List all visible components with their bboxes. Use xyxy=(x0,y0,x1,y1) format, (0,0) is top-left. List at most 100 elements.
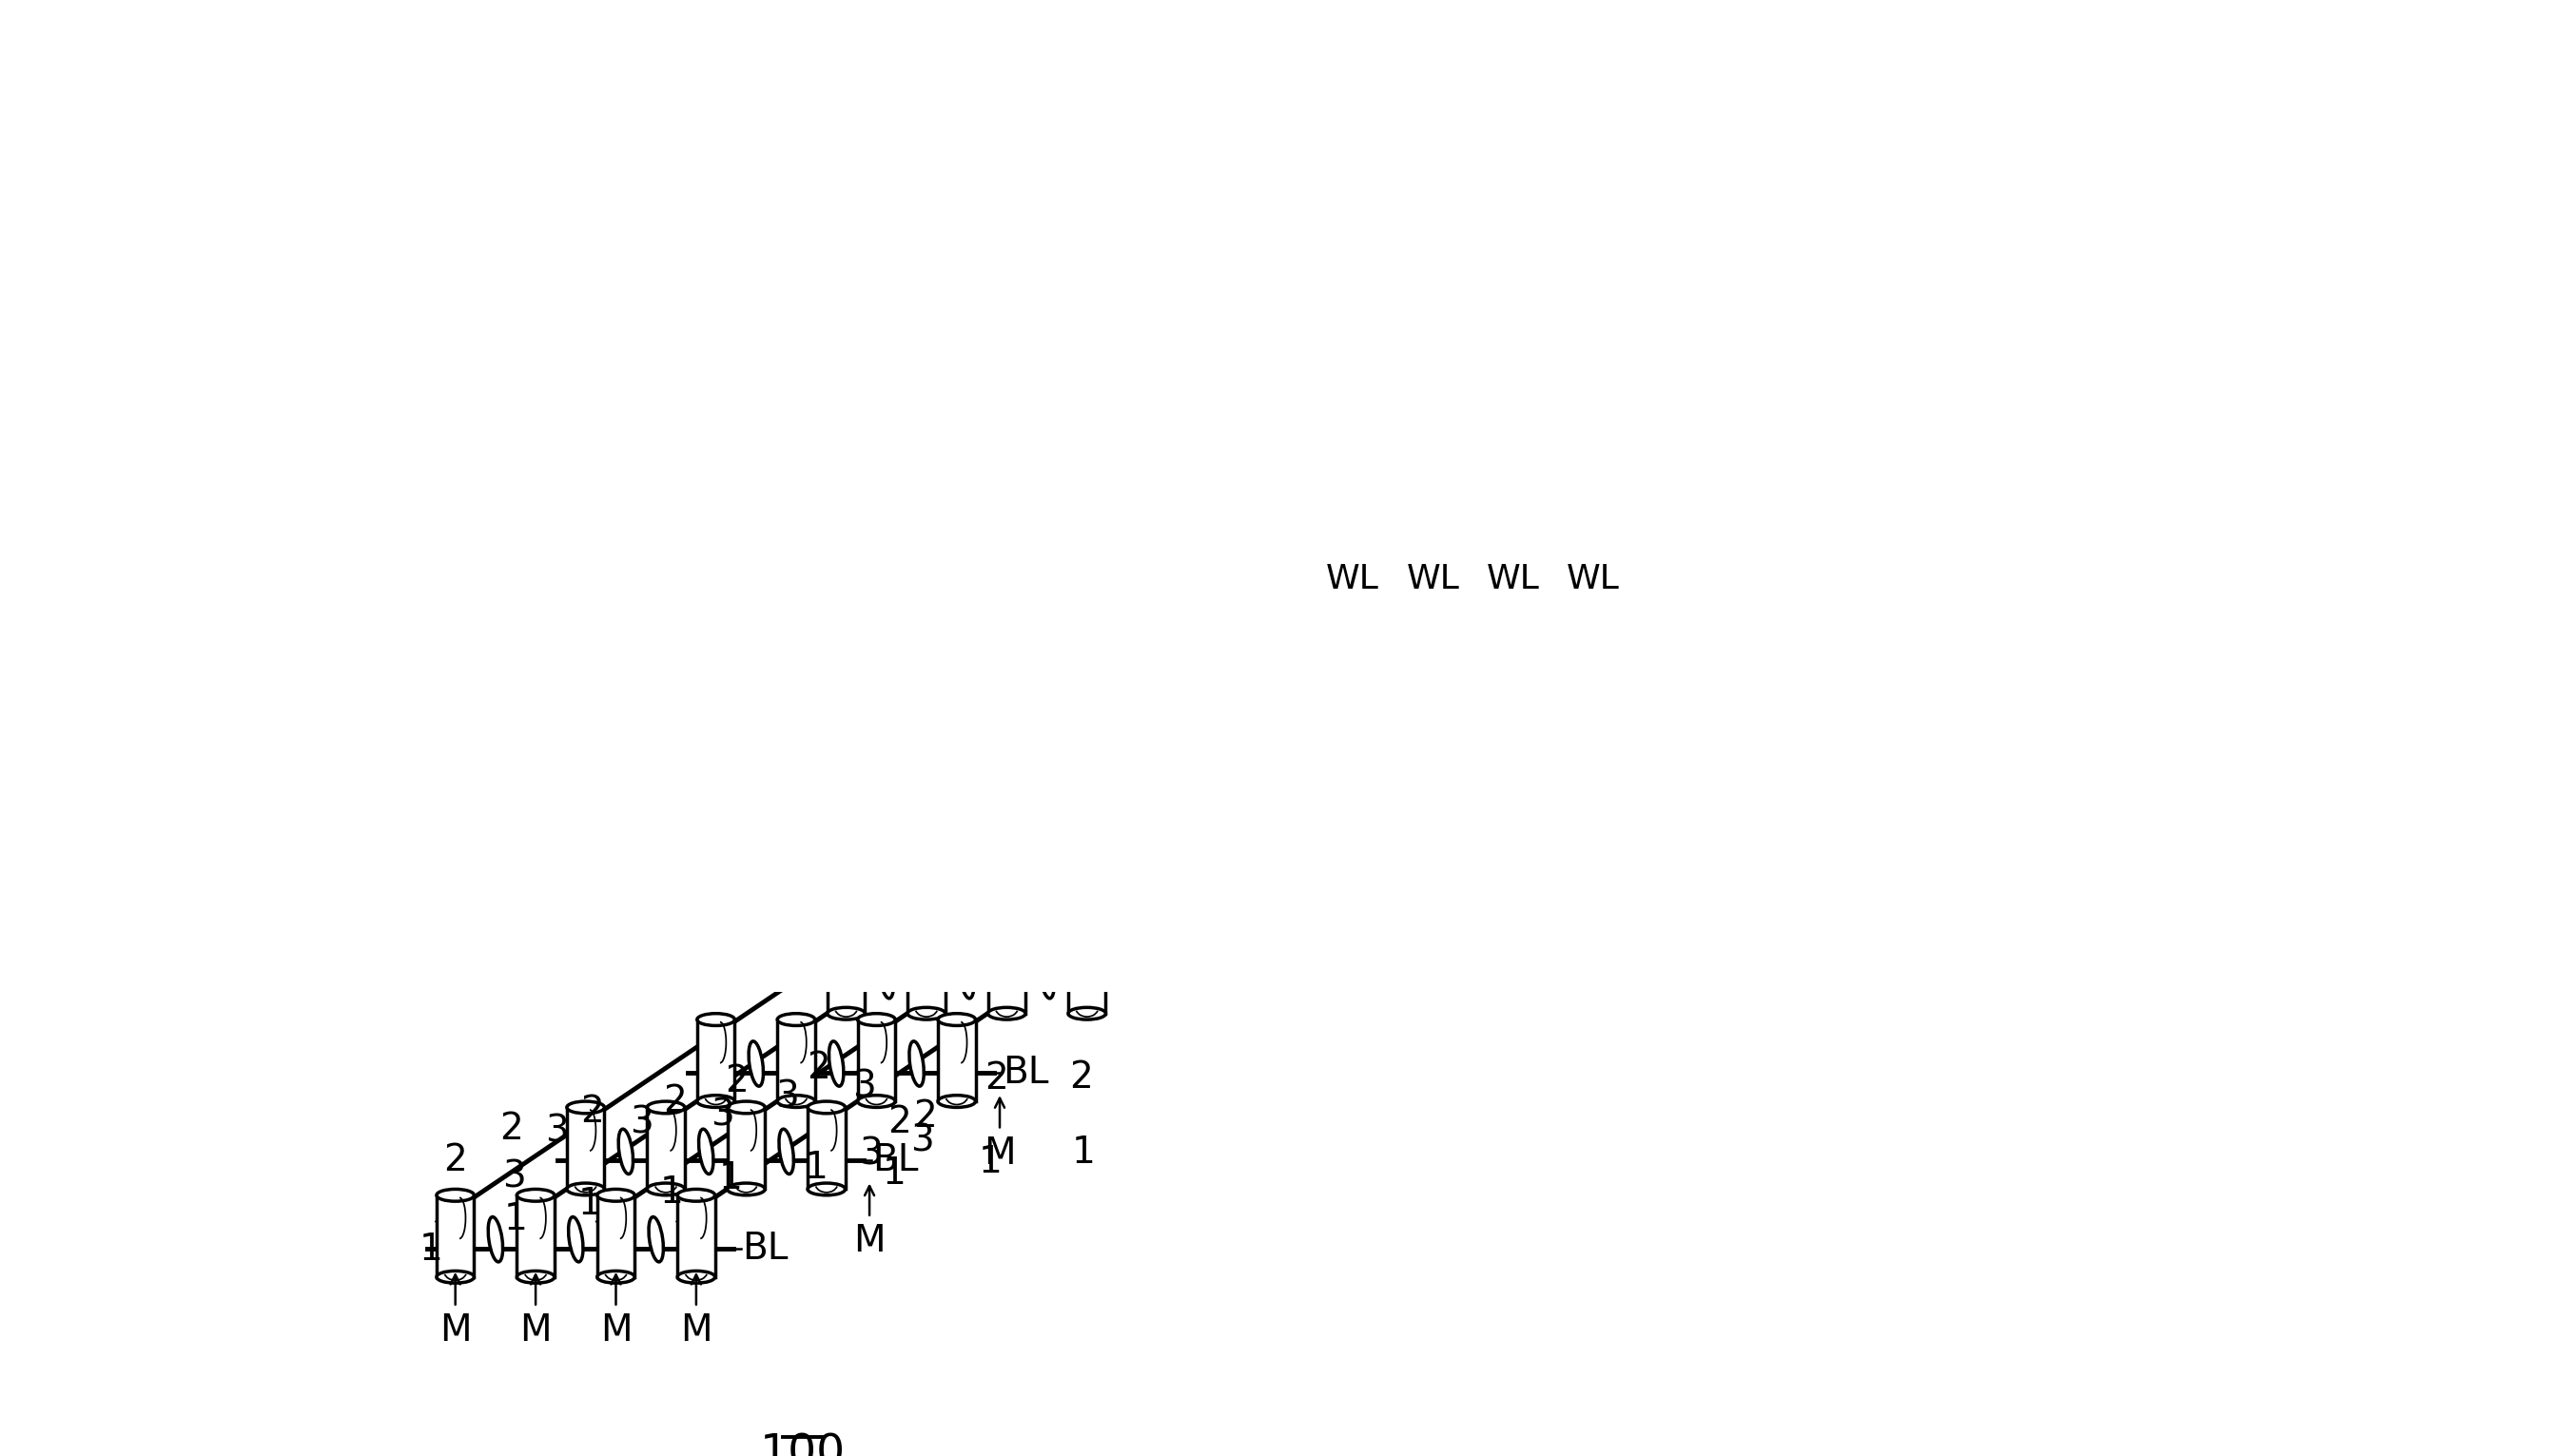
Ellipse shape xyxy=(677,1271,715,1283)
Ellipse shape xyxy=(697,1095,736,1108)
Ellipse shape xyxy=(907,926,945,938)
Ellipse shape xyxy=(646,1101,684,1114)
Ellipse shape xyxy=(827,1008,866,1019)
Text: 2: 2 xyxy=(501,1111,524,1147)
Ellipse shape xyxy=(1039,954,1055,999)
Ellipse shape xyxy=(677,1190,715,1201)
Ellipse shape xyxy=(697,1013,736,1025)
Text: BL: BL xyxy=(743,1230,789,1267)
Polygon shape xyxy=(937,1019,976,1101)
Polygon shape xyxy=(697,1019,736,1101)
Text: 1: 1 xyxy=(978,1144,1001,1179)
Ellipse shape xyxy=(779,1128,794,1174)
Ellipse shape xyxy=(909,1041,925,1086)
Ellipse shape xyxy=(516,1190,554,1201)
Text: 1: 1 xyxy=(884,1156,907,1192)
Ellipse shape xyxy=(728,1101,766,1114)
Text: 100: 100 xyxy=(761,1433,845,1456)
Ellipse shape xyxy=(516,1271,554,1283)
Ellipse shape xyxy=(646,1184,684,1195)
Text: 3: 3 xyxy=(544,1114,570,1150)
Ellipse shape xyxy=(858,1095,896,1108)
Text: 1: 1 xyxy=(720,1160,743,1197)
Text: 3: 3 xyxy=(776,1079,799,1115)
Ellipse shape xyxy=(776,1013,815,1025)
Ellipse shape xyxy=(960,954,973,999)
Polygon shape xyxy=(516,1195,554,1277)
Polygon shape xyxy=(598,1195,636,1277)
Ellipse shape xyxy=(649,1217,664,1262)
Polygon shape xyxy=(567,1108,605,1190)
Ellipse shape xyxy=(830,1041,843,1086)
Text: M: M xyxy=(600,1313,631,1348)
Ellipse shape xyxy=(567,1101,605,1114)
Text: 3: 3 xyxy=(909,1123,935,1159)
Ellipse shape xyxy=(748,1041,764,1086)
Polygon shape xyxy=(807,1108,845,1190)
Text: 3: 3 xyxy=(710,1096,733,1133)
Ellipse shape xyxy=(437,1271,475,1283)
Text: 2: 2 xyxy=(1070,1059,1093,1095)
Text: 1: 1 xyxy=(1073,1134,1096,1171)
Text: WL: WL xyxy=(1326,563,1379,596)
Text: M: M xyxy=(518,1313,552,1348)
Ellipse shape xyxy=(570,1217,582,1262)
Text: M: M xyxy=(679,1313,713,1348)
Text: 3: 3 xyxy=(853,1069,876,1104)
Ellipse shape xyxy=(728,1184,766,1195)
Ellipse shape xyxy=(488,1217,503,1262)
Polygon shape xyxy=(907,932,945,1013)
Polygon shape xyxy=(776,1019,815,1101)
Ellipse shape xyxy=(827,926,866,938)
Ellipse shape xyxy=(988,926,1027,938)
Polygon shape xyxy=(858,1019,896,1101)
Text: 3: 3 xyxy=(503,1159,526,1195)
Text: 2: 2 xyxy=(664,1083,687,1120)
Text: 1: 1 xyxy=(659,1174,684,1210)
Ellipse shape xyxy=(437,1190,475,1201)
Text: 2: 2 xyxy=(886,1105,912,1140)
Text: 2: 2 xyxy=(444,1143,467,1178)
Ellipse shape xyxy=(700,1128,713,1174)
Ellipse shape xyxy=(807,1101,845,1114)
Ellipse shape xyxy=(1068,926,1106,938)
Polygon shape xyxy=(437,1195,475,1277)
Text: M: M xyxy=(983,1136,1016,1172)
Text: M: M xyxy=(853,1223,886,1259)
Text: 3: 3 xyxy=(631,1105,654,1140)
Ellipse shape xyxy=(598,1271,636,1283)
Text: M: M xyxy=(439,1313,472,1348)
Text: 1: 1 xyxy=(577,1187,603,1223)
Text: 3: 3 xyxy=(858,1136,881,1172)
Ellipse shape xyxy=(937,1013,976,1025)
Text: 1: 1 xyxy=(805,1150,827,1187)
Ellipse shape xyxy=(807,1184,845,1195)
Ellipse shape xyxy=(776,1095,815,1108)
Text: BL: BL xyxy=(873,1143,919,1178)
Text: WL: WL xyxy=(1407,563,1458,596)
Ellipse shape xyxy=(618,1128,633,1174)
Text: 2: 2 xyxy=(914,1098,937,1134)
Text: 2: 2 xyxy=(983,1060,1009,1096)
Polygon shape xyxy=(1068,932,1106,1013)
Text: BL: BL xyxy=(1004,1054,1050,1091)
Ellipse shape xyxy=(858,1013,896,1025)
Polygon shape xyxy=(677,1195,715,1277)
Ellipse shape xyxy=(937,1095,976,1108)
Text: 2: 2 xyxy=(725,1063,748,1099)
Ellipse shape xyxy=(879,954,894,999)
Ellipse shape xyxy=(567,1184,605,1195)
Polygon shape xyxy=(988,932,1027,1013)
Polygon shape xyxy=(646,1108,684,1190)
Polygon shape xyxy=(827,932,866,1013)
Text: 2: 2 xyxy=(807,1050,830,1086)
Text: 1: 1 xyxy=(419,1232,442,1268)
Ellipse shape xyxy=(988,1008,1027,1019)
Text: 2: 2 xyxy=(580,1093,603,1130)
Ellipse shape xyxy=(598,1190,636,1201)
Polygon shape xyxy=(728,1108,766,1190)
Text: 1: 1 xyxy=(503,1201,529,1238)
Text: WL: WL xyxy=(1486,563,1540,596)
Text: WL: WL xyxy=(1566,563,1619,596)
Ellipse shape xyxy=(1068,1008,1106,1019)
